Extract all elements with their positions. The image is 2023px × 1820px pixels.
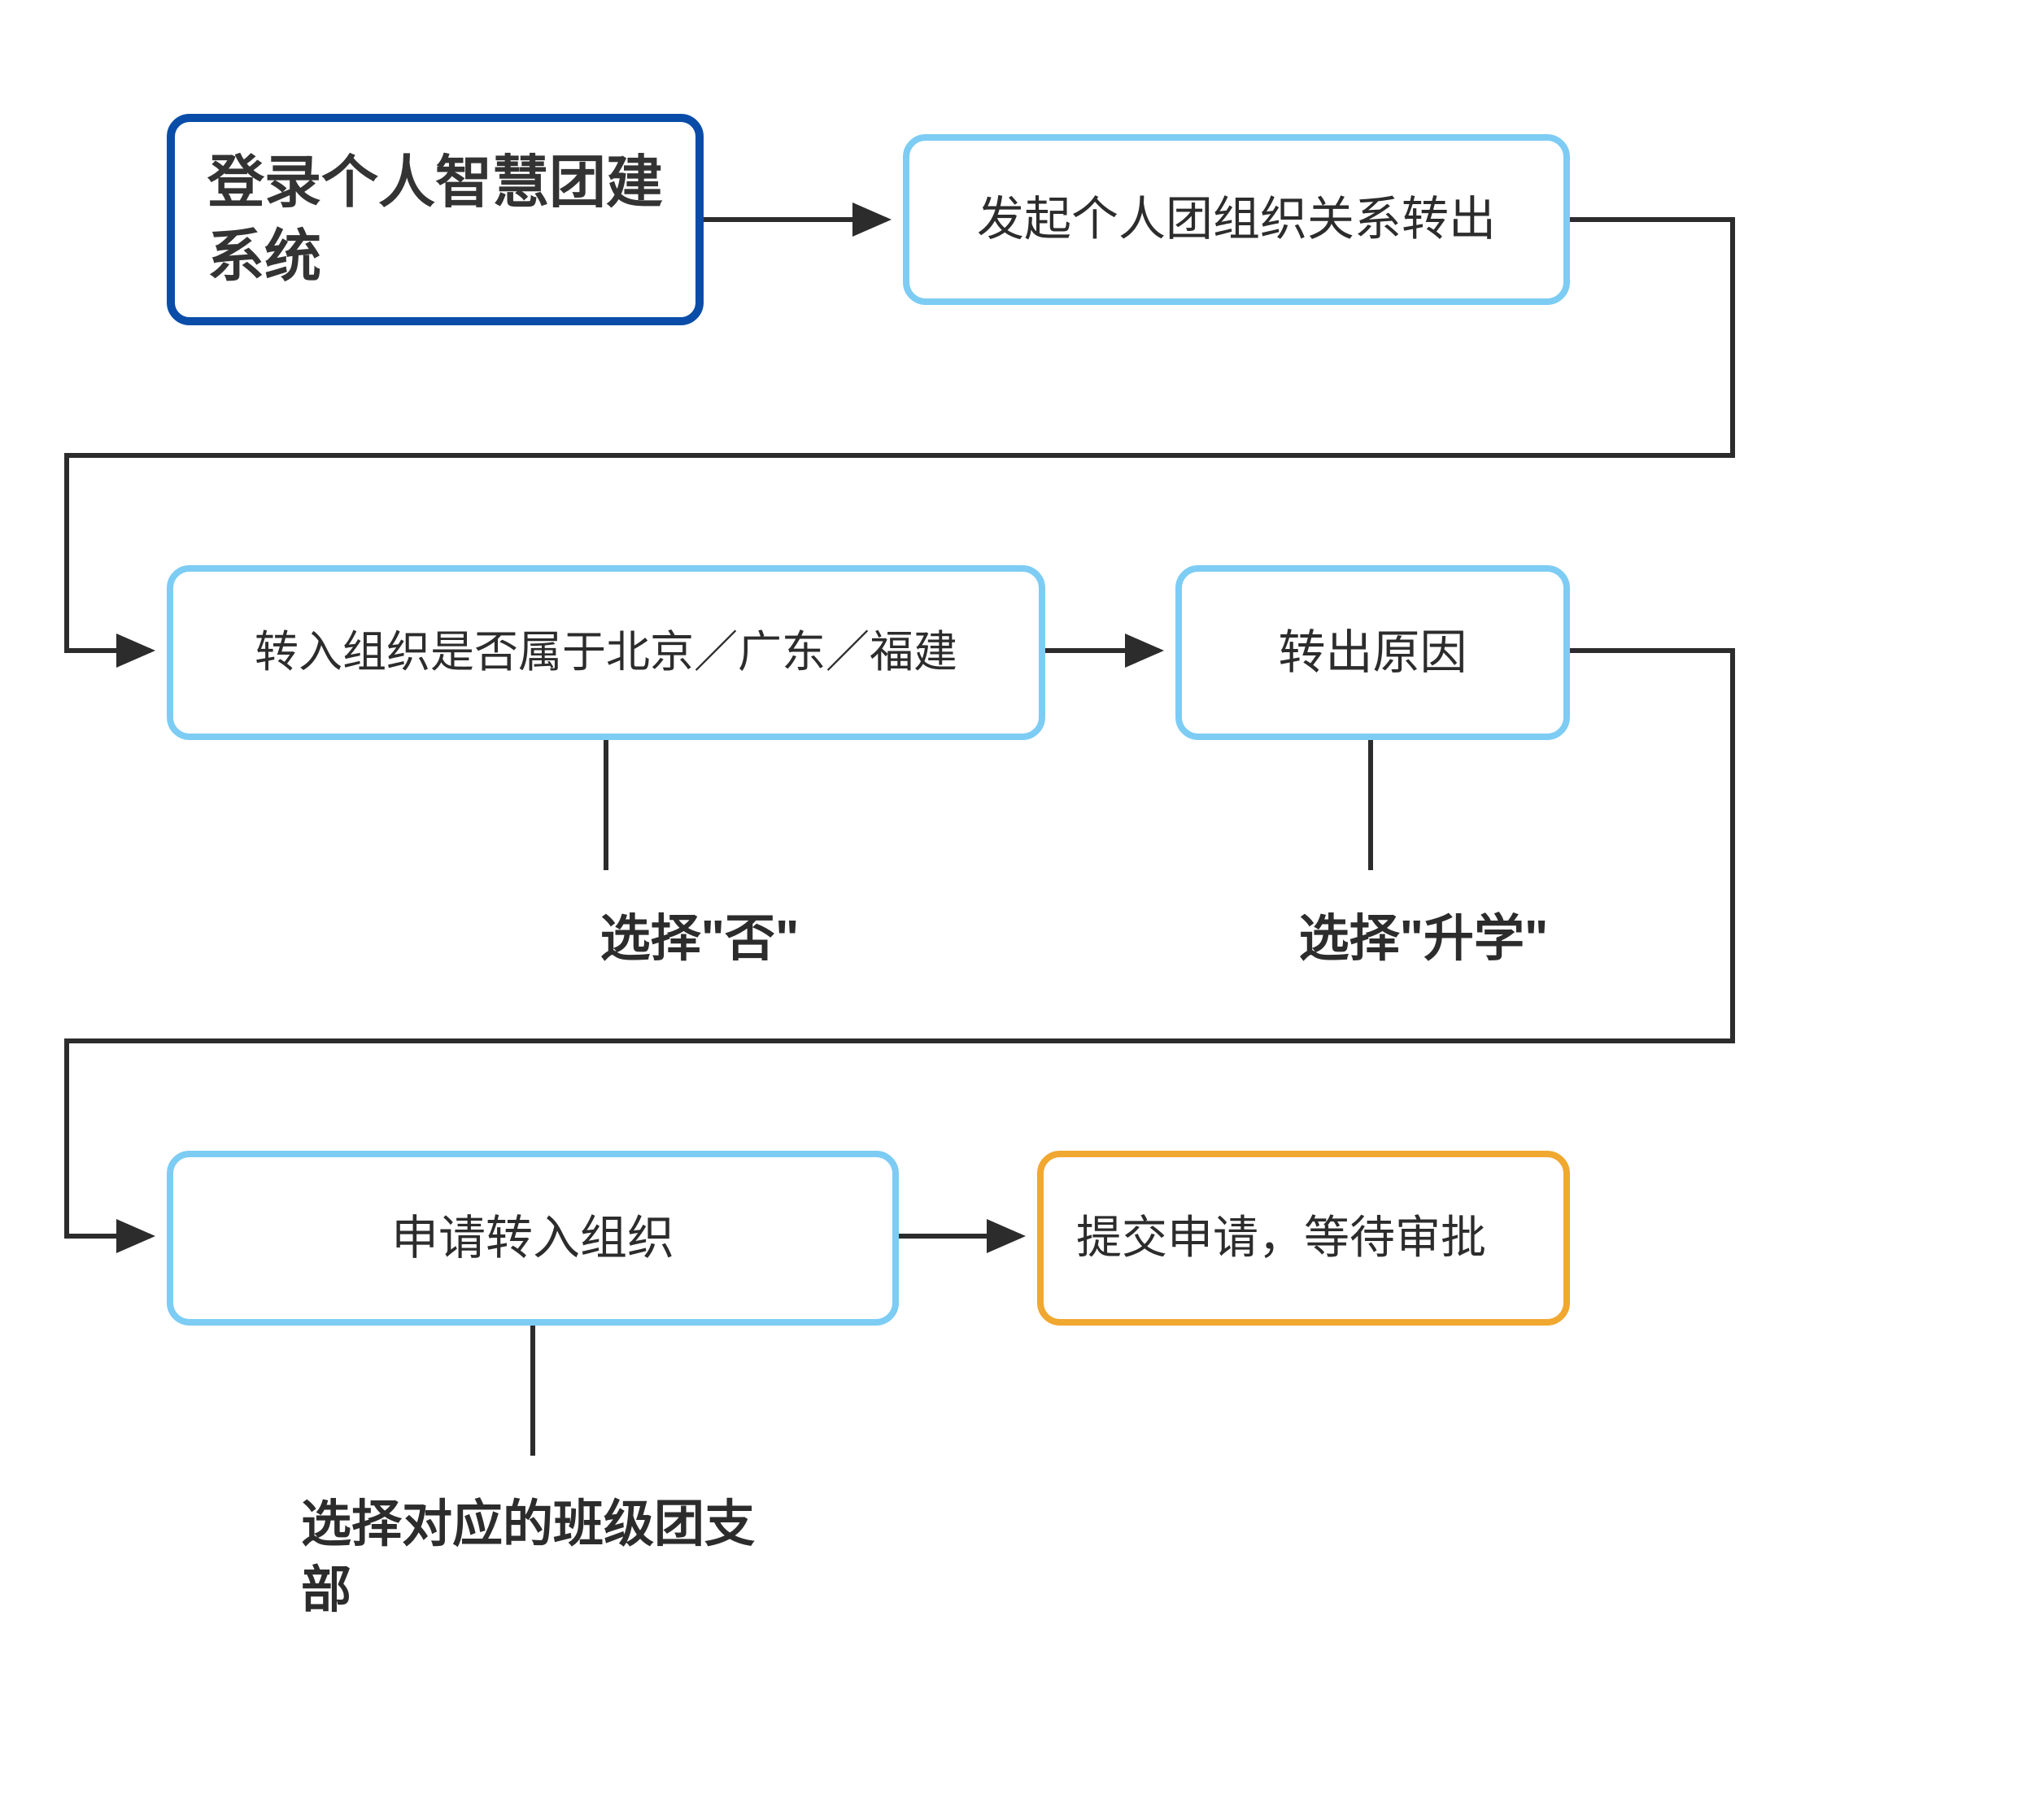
node-text: 提交申请，等待审批	[1076, 1208, 1531, 1268]
flowchart-node-node2: 发起个人团组织关系转出	[903, 134, 1570, 305]
node-text: 登录个人智慧团建系统	[207, 146, 663, 294]
flowchart-container: 登录个人智慧团建系统 发起个人团组织关系转出转入组织是否属于北京／广东／福建 转出原…	[0, 0, 2023, 1820]
node-text: 申请转入组织	[391, 1208, 674, 1269]
flowchart-annotation-annot2: 选择"升学"	[1196, 907, 1651, 973]
node-text: 发起个人团组织关系转出	[977, 189, 1496, 250]
flowchart-node-node4: 转出原因	[1175, 565, 1570, 740]
flowchart-annotation-annot3: 选择对应的班级团支部	[301, 1492, 756, 1623]
flowchart-node-node5: 申请转入组织	[167, 1151, 899, 1326]
node-text: 转出原因	[1278, 622, 1467, 683]
flowchart-node-node1: 登录个人智慧团建系统	[167, 114, 704, 325]
flowchart-node-node6: 提交申请，等待审批	[1037, 1151, 1570, 1326]
node-text: 转入组织是否属于北京／广东／福建	[255, 624, 957, 681]
flowchart-annotation-annot1: 选择"否"	[496, 907, 903, 973]
flowchart-node-node3: 转入组织是否属于北京／广东／福建	[167, 565, 1045, 740]
